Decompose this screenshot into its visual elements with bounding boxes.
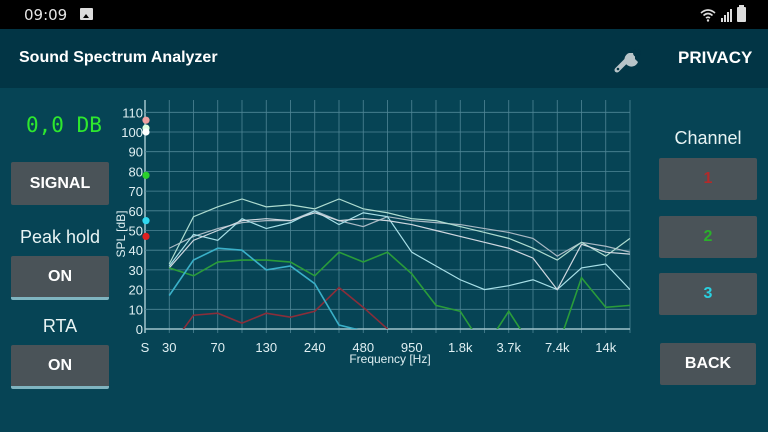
svg-text:60: 60 [129,204,143,219]
rta-label: RTA [42,316,78,336]
svg-text:30: 30 [162,340,176,355]
peak-hold-toggle[interactable]: ON [11,256,109,300]
back-button[interactable]: BACK [660,343,756,385]
svg-text:Frequency [Hz]: Frequency [Hz] [349,352,430,366]
channel-1-button[interactable]: 1 [659,158,757,200]
svg-text:90: 90 [129,145,143,160]
channel-3-button[interactable]: 3 [659,273,757,315]
peak-1-line [168,210,630,257]
spectrum-chart: 0 10 20 30 40 50 60 70 80 90 100 110 S 30 70 130 240 480 9… [110,95,650,375]
image-icon [80,8,93,20]
rta-toggle[interactable]: ON [11,345,109,389]
svg-text:10: 10 [129,302,143,317]
app-bar: Sound Spectrum Analyzer PRIVACY [0,29,768,88]
peak-4-line [168,212,630,291]
svg-text:0: 0 [136,322,143,337]
svg-text:7.4k: 7.4k [545,340,570,355]
svg-text:950: 950 [401,340,423,355]
wifi-icon [700,9,716,22]
svg-text:3.7k: 3.7k [496,340,521,355]
svg-text:70: 70 [129,184,143,199]
level-readout: 0,0 DB [26,113,102,137]
svg-text:80: 80 [129,164,143,179]
level-marker [142,171,150,179]
spectrum-plot: 0 10 20 30 40 50 60 70 80 90 100 110 S 30 70 130 240 480 9… [114,100,631,366]
svg-text:1.8k: 1.8k [448,340,473,355]
level-marker [142,116,150,124]
svg-text:50: 50 [129,224,143,239]
svg-text:SPL [dB]: SPL [dB] [114,211,128,258]
svg-text:30: 30 [129,263,143,278]
level-marker [142,217,150,225]
signal-icon [721,8,732,22]
peak-2-line [168,198,630,265]
svg-text:20: 20 [129,283,143,298]
signal-button[interactable]: SIGNAL [11,162,109,205]
channel-1-line [182,286,389,329]
svg-text:14k: 14k [595,340,616,355]
svg-text:240: 240 [304,340,326,355]
channel-3-line [168,247,359,329]
svg-text:480: 480 [352,340,374,355]
channel-2-button[interactable]: 2 [659,216,757,258]
svg-text:40: 40 [129,243,143,258]
wrench-icon[interactable] [611,44,647,74]
svg-text:100: 100 [121,125,143,140]
privacy-button[interactable]: PRIVACY [678,48,753,67]
channel-label: Channel [674,128,742,148]
level-marker [142,128,150,136]
battery-icon [737,5,746,22]
channel-2-line [169,251,630,329]
svg-text:130: 130 [255,340,277,355]
clock: 09:09 [24,6,68,24]
status-bar: 09:09 [0,0,768,29]
app-title: Sound Spectrum Analyzer [19,49,218,66]
svg-text:70: 70 [211,340,225,355]
level-marker [142,232,150,241]
svg-text:S: S [141,340,150,355]
svg-text:110: 110 [122,105,143,120]
peak-hold-label: Peak hold [19,227,101,247]
